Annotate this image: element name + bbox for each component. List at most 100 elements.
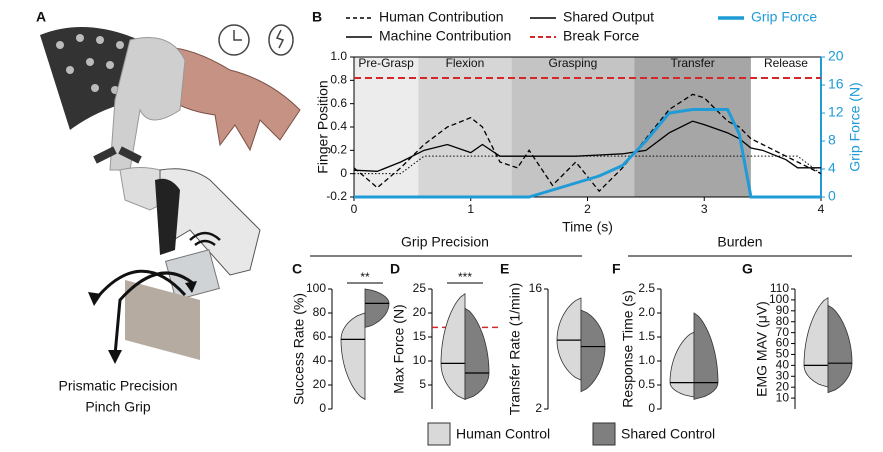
section-title: Burden xyxy=(717,234,762,250)
significance-label: ** xyxy=(360,270,370,284)
y2-tick-label: 0 xyxy=(828,188,836,204)
y-axis-label: Finger Position xyxy=(315,80,331,173)
y-tick-label: 1.0 xyxy=(330,49,347,63)
violin xyxy=(803,296,829,388)
y-axis-label: Max Force (N) xyxy=(391,304,407,393)
phase-label: Grasping xyxy=(549,56,598,70)
y-tick-label: 0 xyxy=(340,166,347,180)
y-tick-label: 60 xyxy=(776,336,790,350)
y-tick-label: 0 xyxy=(648,401,655,415)
series-line xyxy=(354,108,821,199)
y-axis-label: Response Time (s) xyxy=(620,290,636,407)
y-axis-label: Transfer Rate (1/min) xyxy=(507,283,523,416)
y-tick-label: 15 xyxy=(413,329,427,343)
y2-tick-label: 4 xyxy=(828,160,836,176)
y-tick-label: 60 xyxy=(313,329,327,343)
violin xyxy=(340,312,366,401)
y2-tick-label: 8 xyxy=(828,132,836,148)
y2-tick-label: 20 xyxy=(828,48,844,64)
y-tick-label: 0 xyxy=(319,401,326,415)
x-tick-label: 3 xyxy=(701,202,708,216)
y-tick-label: 40 xyxy=(776,358,790,372)
y-tick-label: 2.0 xyxy=(638,305,655,319)
phase-label: Transfer xyxy=(670,56,714,70)
phase-band xyxy=(511,57,635,197)
legend-label: Machine Contribution xyxy=(379,28,511,44)
y-tick-label: 10 xyxy=(776,390,790,404)
y2-axis-label: Grip Force (N) xyxy=(847,82,863,171)
violin xyxy=(580,309,606,393)
legend-label: Break Force xyxy=(563,28,639,44)
y-tick-label: 80 xyxy=(776,314,790,328)
violin xyxy=(827,304,853,394)
x-tick-label: 2 xyxy=(584,202,591,216)
y2-tick-label: 16 xyxy=(828,76,844,92)
phase-label: Flexion xyxy=(446,56,485,70)
x-tick-label: 0 xyxy=(351,202,358,216)
legend-label: Shared Output xyxy=(563,9,654,25)
y-tick-label: 5 xyxy=(419,377,426,391)
y-tick-label: 30 xyxy=(776,368,790,382)
y-tick-label: 110 xyxy=(770,281,789,295)
panel-label: G xyxy=(742,261,753,277)
panel-label: C xyxy=(292,261,302,277)
y-tick-label: 50 xyxy=(776,347,790,361)
panel-label: F xyxy=(612,261,621,277)
series-line xyxy=(354,155,822,175)
phase-label: Pre-Grasp xyxy=(358,56,414,70)
y-tick-label: -0.2 xyxy=(326,189,347,203)
y-tick-label: 80 xyxy=(313,305,327,319)
y-tick-label: 1.5 xyxy=(638,329,655,343)
y-tick-label: 70 xyxy=(776,325,790,339)
phase-band xyxy=(418,57,512,197)
y-tick-label: 0.4 xyxy=(330,119,347,133)
x-axis-label: Time (s) xyxy=(562,219,613,235)
legend-label: Human Control xyxy=(456,426,550,442)
phase-label: Release xyxy=(764,56,808,70)
panel-label: D xyxy=(390,261,400,277)
violin xyxy=(693,312,719,400)
panel-label: E xyxy=(500,261,509,277)
violin xyxy=(464,307,490,400)
y-tick-label: 20 xyxy=(776,379,790,393)
violin xyxy=(669,331,695,398)
y-tick-label: 0.8 xyxy=(330,73,347,87)
section-title: Grip Precision xyxy=(401,234,489,250)
y-axis-label: Success Rate (%) xyxy=(291,293,307,405)
y2-tick-label: 12 xyxy=(828,104,844,120)
x-tick-label: 1 xyxy=(467,202,474,216)
y-tick-label: 16 xyxy=(529,281,543,295)
y-tick-label: 0.6 xyxy=(330,96,347,110)
legend-swatch xyxy=(427,422,451,446)
panel-label: A xyxy=(36,9,46,25)
legend-swatch xyxy=(592,422,616,446)
violin xyxy=(556,297,582,381)
x-tick-label: 4 xyxy=(818,202,825,216)
y-tick-label: 90 xyxy=(776,303,790,317)
legend-label: Grip Force xyxy=(751,9,817,25)
y-tick-label: 1.0 xyxy=(638,353,655,367)
y-tick-label: 0.2 xyxy=(330,143,347,157)
y-tick-label: 10 xyxy=(413,353,427,367)
violin xyxy=(440,293,466,401)
y-tick-label: 2.5 xyxy=(638,281,655,295)
caption: Pinch Grip xyxy=(85,399,151,415)
series-line xyxy=(353,93,822,193)
phase-band xyxy=(634,57,751,197)
series-line xyxy=(353,120,821,172)
y-tick-label: 25 xyxy=(413,281,427,295)
phase-band xyxy=(750,57,821,197)
legend-label: Human Contribution xyxy=(379,9,504,25)
significance-label: *** xyxy=(458,270,472,284)
y-tick-label: 40 xyxy=(313,353,327,367)
y-axis-label: EMG MAV (μV) xyxy=(754,301,770,397)
violin xyxy=(364,288,390,328)
y-tick-label: 20 xyxy=(313,377,327,391)
y-tick-label: 100 xyxy=(306,281,326,295)
illustration xyxy=(40,24,301,364)
y-tick-label: 0.5 xyxy=(638,377,655,391)
panel-label: B xyxy=(312,9,322,25)
y-tick-label: 2 xyxy=(535,401,542,415)
caption: Prismatic Precision xyxy=(58,378,177,394)
